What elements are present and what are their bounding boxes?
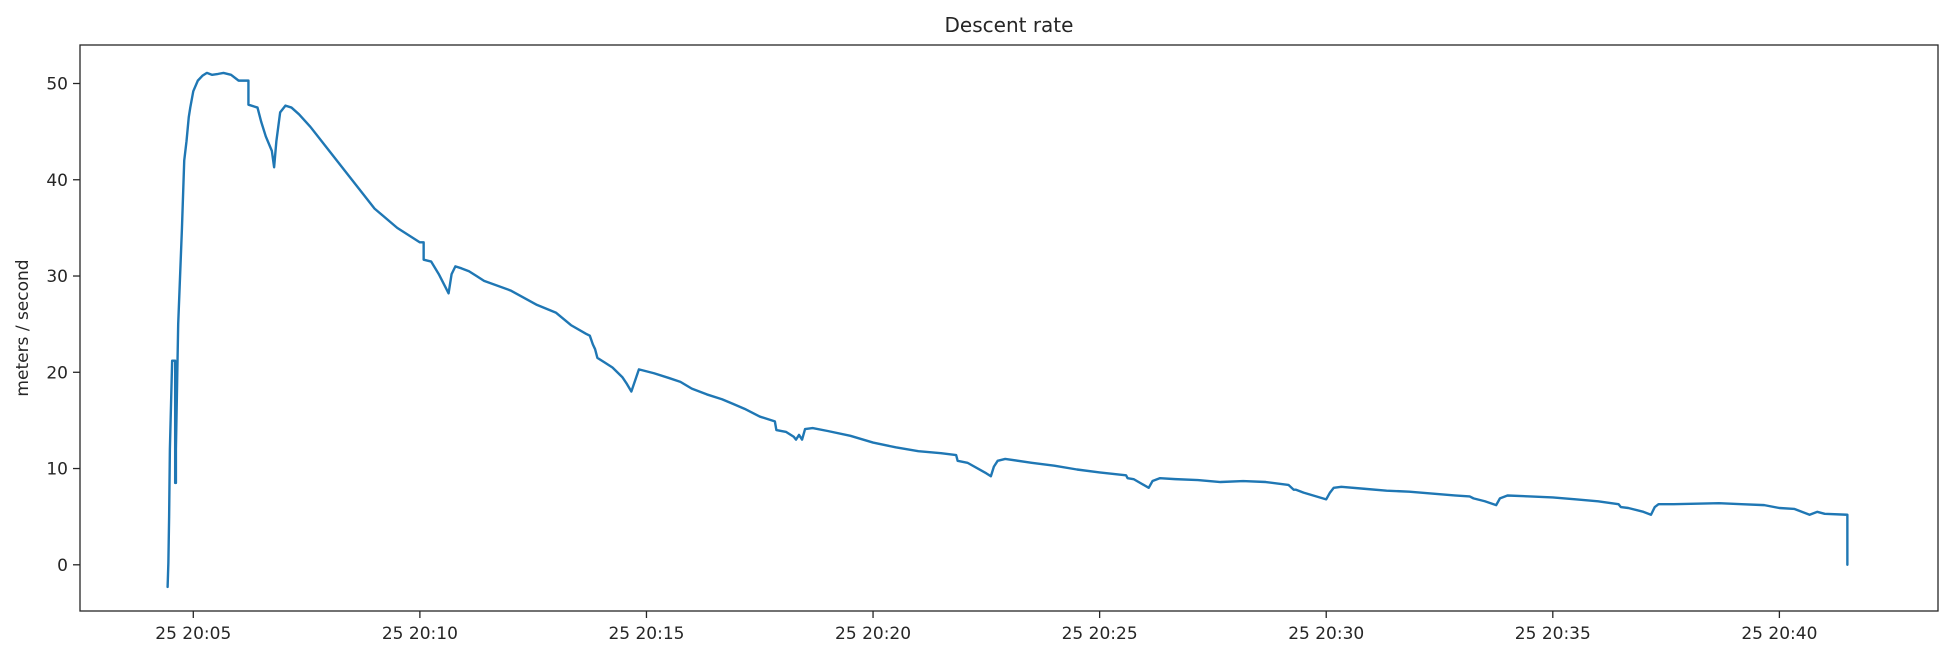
y-axis-label: meters / second [13,259,33,396]
x-tick-label: 25 20:05 [155,624,231,644]
x-tick-label: 25 20:20 [835,624,911,644]
x-tick-label: 25 20:10 [382,624,458,644]
y-tick-label: 10 [46,460,68,480]
series-line [166,71,1849,589]
x-tick-label: 25 20:30 [1288,624,1364,644]
y-tick-label: 20 [46,363,68,383]
y-tick-label: 40 [46,171,68,191]
x-tick-label: 25 20:25 [1062,624,1138,644]
plot-area-frame [79,44,1939,612]
y-tick-label: 30 [46,267,68,287]
x-axis: 25 20:05 25 20:10 25 20:15 25 20:20 25 20:25… [155,611,1817,644]
y-axis: 0 10 20 30 40 50 [46,75,80,576]
y-tick-label: 0 [57,556,68,576]
y-tick-label: 50 [46,75,68,95]
x-tick-label: 25 20:40 [1741,624,1817,644]
chart-title: Descent rate [945,13,1074,37]
x-tick-label: 25 20:35 [1515,624,1591,644]
x-tick-label: 25 20:15 [608,624,684,644]
